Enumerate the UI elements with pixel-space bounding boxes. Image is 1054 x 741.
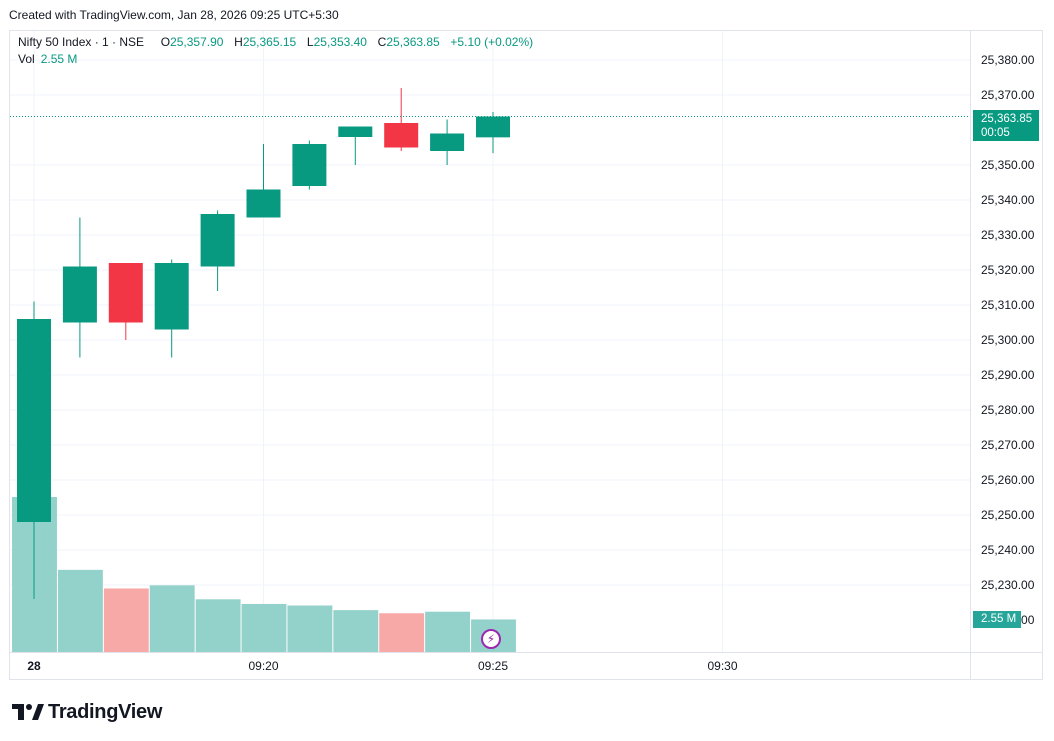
time-tick-label: 28 <box>27 659 41 673</box>
time-tick-label: 09:25 <box>478 659 508 673</box>
created-caption: Created with TradingView.com, Jan 28, 20… <box>9 8 339 22</box>
close-label: C <box>377 35 387 49</box>
tradingview-logo-icon <box>12 704 44 720</box>
open-label: O <box>160 35 171 49</box>
price-tick-label: 25,250.00 <box>981 508 1035 522</box>
price-tick-label: 25,300.00 <box>981 333 1035 347</box>
volume-bar[interactable] <box>379 613 425 652</box>
close-value: 25,363.85 <box>386 35 440 49</box>
price-tick-label: 25,290.00 <box>981 368 1035 382</box>
volume-legend[interactable]: Vol 2.55 M <box>18 52 77 66</box>
candle-body[interactable] <box>154 263 189 330</box>
price-tick-label: 25,340.00 <box>981 193 1035 207</box>
ohlc-legend[interactable]: Nifty 50 Index · 1 · NSE O25,357.90 H25,… <box>18 35 533 49</box>
lightning-icon[interactable]: ⚡ <box>481 629 501 649</box>
candle-body[interactable] <box>17 319 51 522</box>
candle-body[interactable] <box>108 263 143 323</box>
last-price-value: 25,363.85 <box>981 113 1033 125</box>
price-tick-label: 25,310.00 <box>981 298 1035 312</box>
candle-body[interactable] <box>338 126 373 138</box>
price-tick-label: 25,260.00 <box>981 473 1035 487</box>
price-tick-label: 25,350.00 <box>981 158 1035 172</box>
price-tick-label: 25,330.00 <box>981 228 1035 242</box>
volume-bar[interactable] <box>149 585 195 652</box>
volume-bar[interactable] <box>241 603 287 652</box>
price-tick-label: 25,370.00 <box>981 88 1035 102</box>
volume-value: 2.55 M <box>40 52 78 66</box>
high-value: 25,365.15 <box>242 35 297 49</box>
low-value: 25,353.40 <box>313 35 367 49</box>
tradingview-logo[interactable]: TradingView <box>12 700 162 724</box>
volume-bar[interactable] <box>195 599 241 652</box>
candle-body[interactable] <box>384 123 419 148</box>
price-tick-label: 25,230.00 <box>981 578 1035 592</box>
symbol-label[interactable]: Nifty 50 Index · 1 · NSE <box>18 35 145 49</box>
low-label: L <box>306 35 314 49</box>
price-tick-label: 25,240.00 <box>981 543 1035 557</box>
candle-body[interactable] <box>200 214 235 267</box>
candle-body[interactable] <box>292 144 327 186</box>
price-tick-label: 25,320.00 <box>981 263 1035 277</box>
candle-body[interactable] <box>62 266 97 323</box>
candle-body[interactable] <box>476 116 510 138</box>
change-value: +5.10 (+0.02%) <box>450 35 534 49</box>
time-tick-label: 09:30 <box>707 659 737 673</box>
volume-label: Vol <box>18 52 35 66</box>
candle-body[interactable] <box>246 189 281 218</box>
price-tick-label: 25,380.00 <box>981 53 1035 67</box>
volume-tag: 2.55 M <box>973 611 1021 628</box>
volume-bar[interactable] <box>287 605 333 653</box>
bar-countdown: 00:05 <box>981 127 1010 139</box>
volume-bar[interactable] <box>57 569 103 652</box>
volume-bar[interactable] <box>333 610 379 652</box>
volume-bar[interactable] <box>103 588 149 652</box>
candle-body[interactable] <box>430 133 465 152</box>
chart-frame[interactable] <box>9 30 1043 680</box>
price-tick-label: 25,280.00 <box>981 403 1035 417</box>
tradingview-wordmark: TradingView <box>48 700 163 723</box>
time-tick-label: 09:20 <box>248 659 278 673</box>
last-price-tag: 25,363.85 00:05 <box>973 110 1039 141</box>
high-label: H <box>234 35 243 49</box>
price-tick-label: 25,270.00 <box>981 438 1035 452</box>
open-value: 25,357.90 <box>170 35 224 49</box>
volume-bar[interactable] <box>425 611 471 652</box>
